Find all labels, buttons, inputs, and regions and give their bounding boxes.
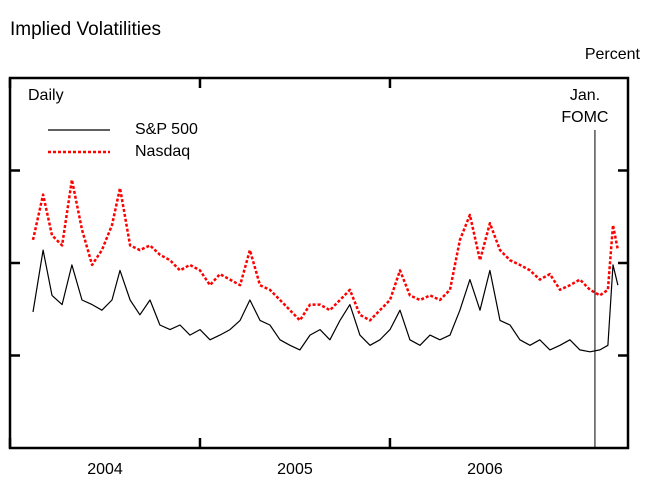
y-unit-label: Percent (585, 46, 641, 63)
frequency-label: Daily (28, 87, 64, 104)
series-line (32, 249, 619, 353)
x-tick-label: 2005 (277, 461, 313, 478)
plot-frame (8, 76, 630, 450)
event-label: Jan. (570, 87, 600, 104)
legend-label: S&P 500 (135, 121, 198, 138)
event-label: FOMC (561, 109, 608, 126)
chart-title: Implied Volatilities (10, 19, 161, 40)
x-tick-label: 2006 (467, 461, 503, 478)
legend-label: Nasdaq (135, 143, 190, 160)
series-line (31, 178, 620, 322)
x-tick-label: 2004 (87, 461, 123, 478)
